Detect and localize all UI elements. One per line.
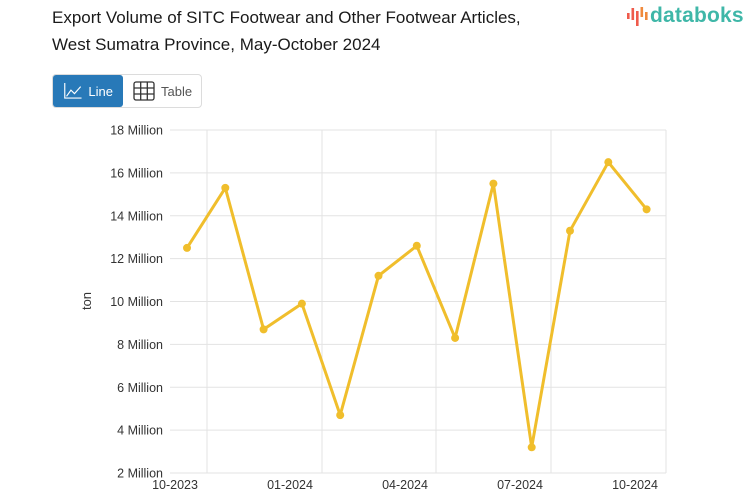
data-point[interactable] [374, 271, 383, 280]
y-tick-label: 8 Million [117, 338, 163, 352]
data-point[interactable] [527, 443, 536, 452]
y-tick-label: 4 Million [117, 424, 163, 438]
y-axis-label: ton [79, 292, 94, 310]
view-toggle: Line Table [52, 74, 202, 108]
line-view-button[interactable]: Line [53, 75, 123, 107]
x-tick-label: 07-2024 [497, 478, 543, 492]
chart-title-line2: West Sumatra Province, May-October 2024 [52, 35, 381, 54]
chart-title-line1: Export Volume of SITC Footwear and Other… [52, 8, 521, 27]
x-tick-label: 04-2024 [382, 478, 428, 492]
chart-grid [170, 129, 667, 474]
data-point[interactable] [336, 411, 345, 420]
x-axis-ticks: 10-2023 01-2024 04-2024 07-2024 10-2024 [152, 478, 658, 492]
logo-text: databoks [650, 4, 744, 27]
line-view-label: Line [88, 83, 113, 99]
bars-logo-icon [627, 7, 648, 26]
line-chart-icon [64, 83, 82, 99]
data-point[interactable] [183, 243, 191, 252]
y-tick-label: 12 Million [110, 252, 163, 266]
y-tick-label: 10 Million [110, 295, 163, 309]
data-point[interactable] [489, 179, 498, 188]
table-view-button[interactable]: Table [123, 75, 202, 107]
y-tick-label: 6 Million [117, 381, 163, 395]
chart-title: Export Volume of SITC Footwear and Other… [52, 4, 521, 58]
data-point[interactable] [566, 226, 574, 235]
data-point[interactable] [642, 205, 651, 214]
y-tick-label: 16 Million [110, 166, 163, 180]
databoks-logo[interactable]: databoks [626, 4, 744, 28]
data-point[interactable] [412, 241, 421, 250]
data-point[interactable] [259, 325, 268, 334]
y-tick-label: 14 Million [110, 209, 163, 223]
x-tick-label: 10-2024 [612, 478, 658, 492]
y-tick-label: 2 Million [117, 467, 163, 481]
data-point[interactable] [451, 333, 460, 342]
x-tick-label: 01-2024 [267, 478, 313, 492]
series-line [185, 160, 648, 449]
y-tick-label: 18 Million [110, 124, 163, 138]
table-view-label: Table [161, 83, 193, 99]
data-point[interactable] [604, 158, 613, 167]
data-point[interactable] [297, 299, 306, 308]
y-axis-ticks: 18 Million 16 Million 14 Million 12 Million… [110, 124, 163, 481]
data-series [183, 158, 651, 452]
table-grid-icon [133, 81, 155, 101]
x-tick-label: 10-2023 [152, 478, 198, 492]
data-point[interactable] [221, 183, 230, 192]
